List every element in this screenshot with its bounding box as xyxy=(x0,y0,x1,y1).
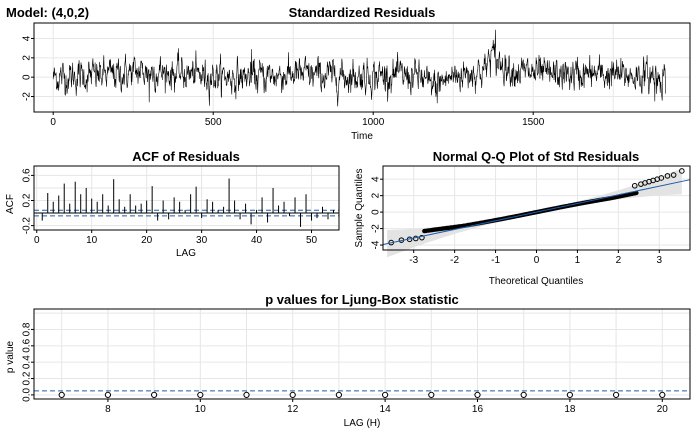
ljung-y-label: p value xyxy=(5,340,16,373)
ljung-point xyxy=(243,391,250,399)
ljung-point xyxy=(612,391,620,399)
ljung-y-tick-label: 0.8 xyxy=(22,322,33,336)
residuals-y-tick-label: -2 xyxy=(22,92,33,101)
ljung-x-tick-label: 8 xyxy=(105,404,111,415)
model-label: Model: (4,0,2) xyxy=(6,5,89,20)
residuals-frame xyxy=(33,22,691,113)
qq-x-label: Theoretical Quantiles xyxy=(489,276,584,287)
qq-tail-point xyxy=(670,172,677,178)
acf-y-tick-label: 0.2 xyxy=(22,193,33,207)
acf-frame xyxy=(33,165,340,231)
qq-x-ticks: -3 -2 -1 0 1 2 3 xyxy=(409,250,663,266)
qq-tail-point xyxy=(658,175,665,181)
qq-reference-line xyxy=(382,179,691,246)
acf-y-ticks: -0.2 0.2 0.6 xyxy=(22,168,34,235)
acf-panel: ACF of Residuals 0 10 20 30 40 50 -0.20.20.6 … xyxy=(5,149,340,259)
residuals-series xyxy=(52,29,666,107)
ljung-point xyxy=(289,391,296,399)
residuals-y-tick-label: 2 xyxy=(22,55,33,61)
acf-y-tick-label: 0.6 xyxy=(22,168,33,182)
ljung-y-tick-label: 0.2 xyxy=(22,371,33,385)
ljung-point xyxy=(381,391,389,399)
qq-tail-point xyxy=(679,168,685,174)
ljung-y-tick-label: 0.0 xyxy=(22,388,33,402)
acf-x-tick-label: 50 xyxy=(306,235,318,246)
residuals-x-ticks: 0 500 1000 1500 xyxy=(50,112,545,128)
acf-x-tick-label: 10 xyxy=(86,235,98,246)
acf-x-ticks: 0 10 20 30 40 50 xyxy=(34,230,318,246)
acf-x-label: LAG xyxy=(176,248,196,259)
ljung-x-tick-label: 16 xyxy=(472,404,484,415)
qq-x-tick-label: 1 xyxy=(575,255,581,266)
ljung-title: p values for Ljung-Box statistic xyxy=(265,292,459,307)
ljung-point xyxy=(520,391,527,399)
ljung-point xyxy=(151,391,158,399)
acf-x-tick-label: 30 xyxy=(196,235,208,246)
residuals-y-ticks: -2 0 2 4 xyxy=(22,35,34,101)
residuals-x-tick-label: 1000 xyxy=(362,117,385,128)
ljung-point xyxy=(335,391,343,399)
qq-y-tick-label: -4 xyxy=(371,240,382,249)
ljung-point xyxy=(659,391,666,399)
qq-tail-point xyxy=(419,234,425,241)
qq-y-tick-label: 4 xyxy=(371,176,382,182)
ljung-x-tick-label: 14 xyxy=(380,404,392,415)
acf-x-tick-label: 0 xyxy=(34,235,40,246)
qq-x-tick-label: 3 xyxy=(657,255,663,266)
ljung-y-tick-label: 0.4 xyxy=(22,355,33,369)
qq-tail-point xyxy=(664,173,671,179)
acf-x-tick-label: 20 xyxy=(141,235,153,246)
ljung-y-tick-label: 0.6 xyxy=(22,338,33,352)
acf-x-tick-label: 40 xyxy=(251,235,263,246)
residuals-x-tick-label: 500 xyxy=(205,117,222,128)
qq-x-tick-label: -3 xyxy=(409,255,418,266)
ljung-x-tick-label: 10 xyxy=(195,404,207,415)
ljung-point xyxy=(58,391,65,399)
qq-y-ticks: -4 -2 0 2 4 xyxy=(371,176,383,250)
qq-x-tick-label: 0 xyxy=(534,255,540,266)
ljung-grid xyxy=(34,309,690,399)
residuals-y-tick-label: 0 xyxy=(22,74,33,80)
ljung-point xyxy=(428,391,435,399)
ljung-x-label: LAG (H) xyxy=(344,418,381,429)
residuals-line xyxy=(52,29,666,107)
ljung-x-tick-label: 12 xyxy=(287,404,299,415)
qq-x-tick-label: -2 xyxy=(450,255,459,266)
ljung-point xyxy=(474,391,481,399)
residuals-x-tick-label: 1500 xyxy=(522,117,545,128)
qq-panel: Normal Q-Q Plot of Std Residuals -3 -2 -1 0… xyxy=(354,149,691,287)
ljung-x-tick-label: 20 xyxy=(657,404,669,415)
ljung-panel: p values for Ljung-Box statistic 8 10 12 14… xyxy=(5,292,691,429)
residuals-panel: Standardized Residuals 0 500 1000 1500 -2 0 2… xyxy=(22,5,691,142)
qq-y-label: Sample Quantiles xyxy=(354,169,365,248)
ljung-points xyxy=(34,390,690,399)
residuals-x-label: Time xyxy=(351,131,373,142)
residuals-y-tick-label: 4 xyxy=(22,35,33,41)
ljung-point xyxy=(104,391,112,399)
qq-y-tick-label: 0 xyxy=(371,209,382,215)
ljung-frame xyxy=(33,308,691,400)
ljung-point xyxy=(197,391,204,399)
acf-y-label: ACF xyxy=(5,194,16,214)
ljung-x-ticks: 8 10 12 14 16 18 20 xyxy=(105,399,668,415)
qq-x-tick-label: 2 xyxy=(616,255,622,266)
acf-y-tick-label: -0.2 xyxy=(22,217,33,235)
acf-title: ACF of Residuals xyxy=(132,149,240,164)
qq-points xyxy=(382,168,691,258)
residuals-title: Standardized Residuals xyxy=(289,5,436,20)
acf-bars xyxy=(34,178,339,227)
acf-grid xyxy=(34,166,339,230)
qq-x-tick-label: -1 xyxy=(491,255,500,266)
ljung-point xyxy=(566,391,573,399)
qq-y-tick-label: 2 xyxy=(371,192,382,198)
ljung-x-tick-label: 18 xyxy=(564,404,576,415)
qq-tail-point xyxy=(631,182,638,189)
qq-y-tick-label: -2 xyxy=(371,224,382,233)
residuals-x-tick-label: 0 xyxy=(50,117,56,128)
qq-title: Normal Q-Q Plot of Std Residuals xyxy=(433,149,640,164)
ljung-y-ticks: 0.0 0.2 0.4 0.6 0.8 xyxy=(22,322,34,402)
